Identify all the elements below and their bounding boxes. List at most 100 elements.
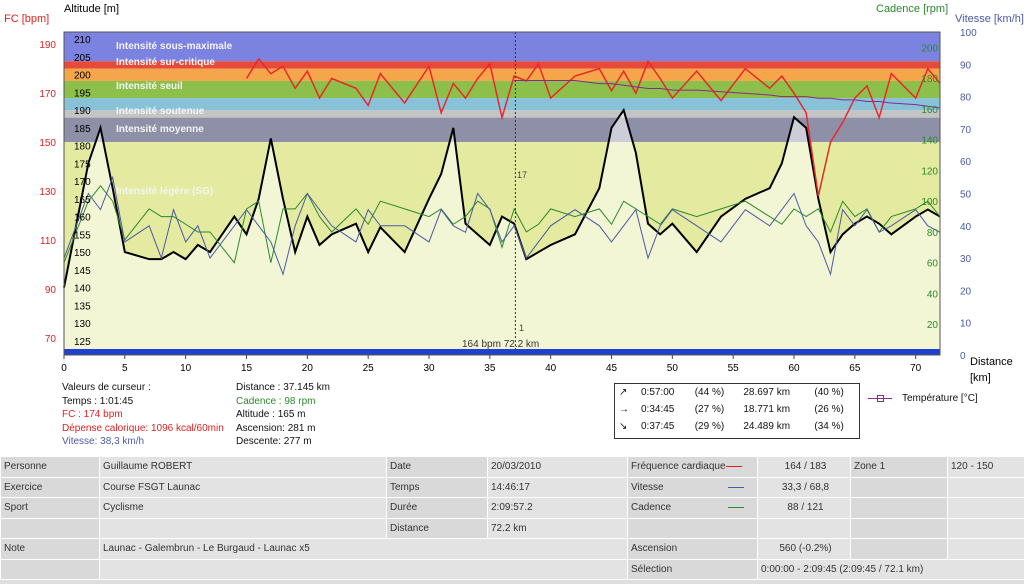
zone-band-top bbox=[64, 32, 940, 62]
label-ascension: Ascension bbox=[627, 538, 758, 560]
zone-label-sur-critique: Intensité sur-critique bbox=[116, 57, 215, 68]
vitesse-tick-label: 80 bbox=[960, 93, 972, 104]
distance-tick-label: 70 bbox=[910, 363, 922, 374]
distance-tick-label: 30 bbox=[423, 363, 435, 374]
fc-tick-label: 150 bbox=[39, 138, 56, 149]
empty-cell bbox=[947, 497, 1024, 519]
temperature-swatch-icon bbox=[868, 394, 892, 402]
distance-tick-label: 55 bbox=[728, 363, 740, 374]
label-temps: Temps bbox=[386, 476, 488, 498]
altitude-tick-label: 130 bbox=[74, 319, 91, 330]
empty-cell bbox=[947, 517, 1024, 539]
cadence-axis-title: Cadence [rpm] bbox=[876, 3, 949, 15]
stats-pct: (27 %) bbox=[694, 404, 725, 415]
session-info-grid: Personne Guillaume ROBERT Date 20/03/201… bbox=[0, 456, 1024, 584]
distance-tick-label: 25 bbox=[363, 363, 375, 374]
distance-axis-title: Distance bbox=[970, 356, 1013, 368]
value-zone: 120 - 150 bbox=[947, 456, 1024, 478]
empty-cell bbox=[850, 538, 948, 560]
stats-dpct: (40 %) bbox=[814, 387, 844, 398]
altitude-tick-label: 175 bbox=[74, 159, 91, 170]
altitude-area bbox=[64, 110, 940, 355]
info-row-note: Note Launac - Galembrun - Le Burgaud - L… bbox=[0, 538, 1024, 560]
cursor-title: Valeurs de curseur : bbox=[62, 382, 151, 393]
value-personne[interactable]: Guillaume ROBERT bbox=[99, 456, 387, 478]
label-note: Note bbox=[0, 538, 100, 560]
zone-label-moyenne: Intensité moyenne bbox=[116, 124, 204, 135]
vitesse-tick-label: 20 bbox=[960, 286, 972, 297]
plot-frame bbox=[63, 31, 941, 356]
value-vitesse: 33,3 / 68,8 bbox=[757, 476, 851, 498]
distance-axis-unit: [km] bbox=[970, 372, 991, 384]
empty-cell bbox=[627, 517, 758, 539]
zone-label-soutenue: Intensité soutenue bbox=[116, 106, 205, 117]
value-fc: 164 / 183 bbox=[757, 456, 851, 478]
label-personne: Personne bbox=[0, 456, 100, 478]
distance-tick-label: 10 bbox=[180, 363, 192, 374]
label-distance: Distance bbox=[386, 517, 488, 539]
value-sport[interactable]: Cyclisme bbox=[99, 497, 387, 519]
altitude-tick-label: 190 bbox=[74, 106, 91, 117]
altitude-tick-label: 160 bbox=[74, 213, 91, 224]
label-exercice: Exercice bbox=[0, 476, 100, 498]
value-distance: 72.2 km bbox=[487, 517, 628, 539]
info-row-sport: Sport Cyclisme Durée 2:09:57.2 Cadence 8… bbox=[0, 497, 1024, 519]
stats-time: 0:34:45 bbox=[641, 404, 675, 415]
value-temps[interactable]: 14:46:17 bbox=[487, 476, 628, 498]
fc-axis-title: FC [bpm] bbox=[4, 13, 50, 25]
zone-label-seuil: Intensité seuil bbox=[116, 81, 183, 92]
distance-tick-label: 0 bbox=[61, 363, 67, 374]
vitesse-tick-label: 40 bbox=[960, 222, 972, 233]
altitude-tick-label: 170 bbox=[74, 177, 91, 188]
vitesse-tick-label: 50 bbox=[960, 190, 972, 201]
cadence-tick-label: 60 bbox=[927, 259, 939, 270]
label-vitesse: Vitesse bbox=[627, 476, 758, 498]
altitude-tick-label: 165 bbox=[74, 195, 91, 206]
label-fc: Fréquence cardiaque bbox=[627, 456, 758, 478]
cursor-depense: Dépense calorique: 1096 kcal/60min bbox=[62, 422, 224, 434]
stats-time: 0:37:45 bbox=[641, 421, 675, 432]
label-cadence: Cadence bbox=[627, 497, 758, 519]
altitude-tick-label: 195 bbox=[74, 88, 91, 99]
empty-cell bbox=[99, 558, 628, 580]
value-ascension: 560 (-0.2%) bbox=[757, 538, 851, 560]
cadence-tick-label: 180 bbox=[921, 74, 938, 85]
value-note[interactable]: Launac - Galembrun - Le Burgaud - Launac… bbox=[99, 538, 628, 560]
cadence-tick-label: 100 bbox=[921, 197, 938, 208]
zone-band bbox=[64, 110, 940, 118]
cursor-vitesse: Vitesse: 38,3 km/h bbox=[62, 436, 145, 447]
altitude-tick-label: 180 bbox=[74, 142, 91, 153]
empty-cell bbox=[0, 517, 100, 539]
chart-svg[interactable]: 1901701501301109070210205200195190185180… bbox=[0, 0, 1024, 455]
distance-tick-label: 45 bbox=[606, 363, 618, 374]
cursor-readout: 164 bpm 72.2 km bbox=[462, 339, 540, 350]
cadence-legend-line bbox=[727, 507, 744, 509]
altitude-axis-title: Altitude [m] bbox=[64, 3, 120, 15]
fc-line bbox=[245, 57, 941, 197]
chart-area[interactable]: 190 170 150 130 110 90 70 210 205 200 195 190 185 180… bbox=[0, 0, 1024, 455]
altitude-tick-label: 155 bbox=[74, 230, 91, 241]
vitesse-legend-line bbox=[728, 486, 745, 488]
vitesse-tick-label: 10 bbox=[960, 319, 972, 330]
fc-tick-label: 110 bbox=[40, 236, 56, 247]
info-row-selection: Sélection 0:00:00 - 2:09:45 (2:09:45 / 7… bbox=[0, 558, 1024, 580]
label-cadence-text: Cadence bbox=[631, 502, 672, 514]
cadence-tick-label: 200 bbox=[921, 43, 938, 54]
distance-tick-label: 20 bbox=[302, 363, 314, 374]
info-row-distance: Distance 72.2 km bbox=[0, 517, 1024, 539]
slope-stats-box: ↗ 0:57:00 (44 %) 28.697 km (40 %) → 0:34… bbox=[614, 383, 860, 439]
zone-band bbox=[64, 68, 940, 81]
value-exercice[interactable]: Course FSGT Launac bbox=[99, 476, 387, 498]
value-date[interactable]: 20/03/2010 bbox=[487, 456, 628, 478]
cursor-altitude: Altitude : 165 m bbox=[236, 409, 306, 420]
temperature-line bbox=[514, 79, 941, 109]
cursor-distance: Distance : 37.145 km bbox=[236, 382, 330, 393]
cursor-descente: Descente: 277 m bbox=[236, 436, 312, 447]
cursor-values-panel: Valeurs de curseur : Temps : 1:01:45 FC … bbox=[62, 381, 224, 449]
vitesse-tick-label: 0 bbox=[960, 351, 966, 362]
altitude-tick-label: 145 bbox=[74, 266, 91, 277]
stats-dist: 28.697 km bbox=[743, 387, 791, 398]
label-selection: Sélection bbox=[627, 558, 758, 580]
vitesse-tick-label: 30 bbox=[960, 254, 972, 265]
info-row-exercice: Exercice Course FSGT Launac Temps 14:46:… bbox=[0, 476, 1024, 498]
